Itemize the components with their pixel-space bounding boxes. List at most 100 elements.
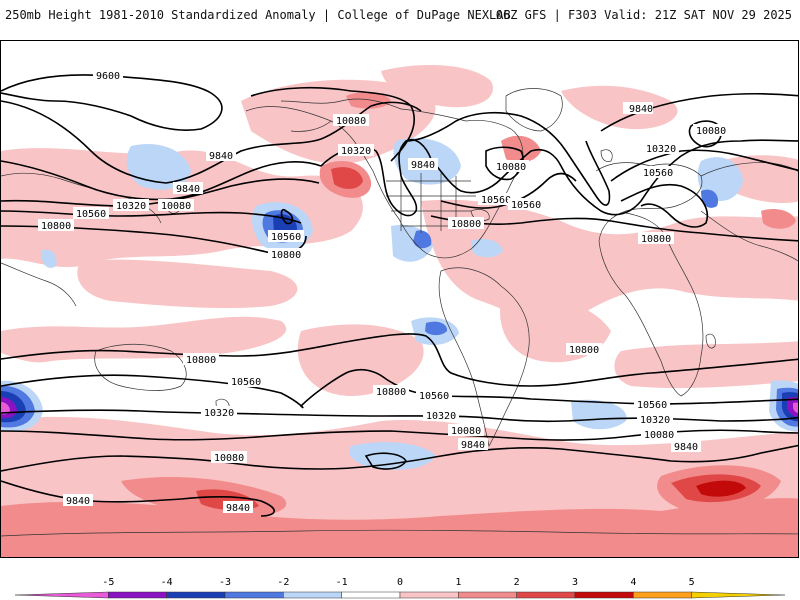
contour-label: 10080 [693,124,729,137]
contour-label: 10320 [637,413,673,426]
contour-label-text: 10560 [271,232,301,243]
contour-label-text: 9840 [176,184,200,195]
contour-label-text: 10080 [161,201,191,212]
contour-label-text: 10800 [186,355,216,366]
contour-label-text: 10320 [341,146,371,157]
colorbar-tick-label: -4 [161,577,173,588]
colorbar-tick-label: -1 [336,577,348,588]
colorbar-tick-label: 3 [572,577,578,588]
contour-label-text: 9840 [66,496,90,507]
contour-label-text: 10320 [640,415,670,426]
colorbar-swatch [14,591,109,599]
contour-label: 9840 [173,182,203,195]
contour-label: 9840 [408,158,438,171]
contour-label-text: 10320 [116,201,146,212]
contour-label: 10560 [416,389,452,402]
contour-label-text: 9840 [226,503,250,514]
contour-label: 10800 [373,385,409,398]
colorbar-tick-label: 4 [630,577,636,588]
colorbar-tick-label: -5 [102,577,114,588]
contour-label: 10560 [268,230,304,243]
contour-label: 10080 [493,160,529,173]
colorbar-swatch [283,591,342,599]
colorbar-swatch [399,591,459,599]
contour-label-text: 10560 [481,195,511,206]
colorbar-swatch [458,591,517,599]
contour-label: 10560 [478,193,514,206]
contour-label: 9840 [623,102,653,115]
colorbar-swatch [341,591,401,599]
contour-label-text: 10560 [231,377,261,388]
colorbar-tick-label: 5 [689,577,695,588]
header-bar: 250mb Height 1981-2010 Standardized Anom… [0,0,800,38]
contour-label: 10560 [640,166,676,179]
colorbar-swatch [224,591,284,599]
contour-label-text: 10080 [696,126,726,137]
contour-label: 10800 [268,248,304,261]
contour-label-text: 10080 [214,453,244,464]
contour-label-text: 9840 [461,440,485,451]
anomaly-map: 9600 9840 10080 10320 10560 10800 9840 1… [1,41,798,557]
contour-label-text: 10080 [644,430,674,441]
colorbar-swatch [691,591,786,599]
map-title: 250mb Height 1981-2010 Standardized Anom… [5,8,511,22]
contour-label: 10320 [201,406,237,419]
contour-label-text: 9600 [96,71,120,82]
contour-label: 10560 [228,375,264,388]
contour-label-text: 10800 [451,219,481,230]
model-run-info: 06Z GFS | F303 Valid: 21Z SAT NOV 29 202… [495,8,792,22]
contour-label: 10080 [641,428,677,441]
contour-label: 9840 [458,438,488,451]
contour-label-text: 10800 [271,250,301,261]
contour-label: 10080 [158,199,194,212]
contour-label-text: 10560 [511,200,541,211]
contour-label: 10560 [634,398,670,411]
colorbar-tick-label: 2 [514,577,520,588]
contour-label: 10560 [508,198,544,211]
contour-label: 10080 [448,424,484,437]
contour-label-text: 10320 [646,144,676,155]
contour-label-text: 10800 [41,221,71,232]
contour-label-text: 9840 [411,160,435,171]
contour-label: 10800 [566,343,602,356]
map-panel: 9600 9840 10080 10320 10560 10800 9840 1… [0,40,799,558]
contour-label-text: 10560 [643,168,673,179]
contour-label: 9840 [671,440,701,453]
contour-label-text: 10320 [426,411,456,422]
colorbar-tick-labels: -5 -4 -3 -2 -1 0 1 2 3 4 5 [102,577,694,588]
contour-label: 10080 [333,114,369,127]
contour-label-text: 9840 [209,151,233,162]
positive-anomaly-max [696,480,746,497]
colorbar-tick-label: 1 [455,577,461,588]
contour-label: 9840 [206,149,236,162]
contour-label: 10080 [211,451,247,464]
colorbar-swatch [574,591,634,599]
contour-label-text: 9840 [674,442,698,453]
contour-label: 9600 [93,69,123,82]
contour-label-text: 10320 [204,408,234,419]
colorbar-swatch [108,591,167,599]
contour-label-text: 10560 [637,400,667,411]
contour-labels: 9600 9840 10080 10320 10560 10800 9840 1… [38,69,729,514]
contour-label-text: 10080 [336,116,366,127]
contour-label: 10800 [638,232,674,245]
colorbar: -5 -4 -3 -2 -1 0 1 2 3 4 5 [14,577,786,599]
contour-label: 10800 [38,219,74,232]
contour-label-text: 10560 [76,209,106,220]
colorbar-swatch [516,591,576,599]
contour-label-text: 10800 [569,345,599,356]
contour-label-text: 9840 [629,104,653,115]
contour-label: 10320 [113,199,149,212]
contour-label: 9840 [63,494,93,507]
contour-label-text: 10800 [641,234,671,245]
contour-label-text: 10080 [451,426,481,437]
contour-label: 10320 [423,409,459,422]
colorbar-swatches [14,591,786,599]
contour-label-text: 10800 [376,387,406,398]
colorbar-tick-label: -2 [277,577,289,588]
colorbar-tick-label: 0 [397,577,403,588]
contour-label: 10320 [643,142,679,155]
contour-label-text: 10080 [496,162,526,173]
contour-label: 9840 [223,501,253,514]
contour-label: 10800 [183,353,219,366]
